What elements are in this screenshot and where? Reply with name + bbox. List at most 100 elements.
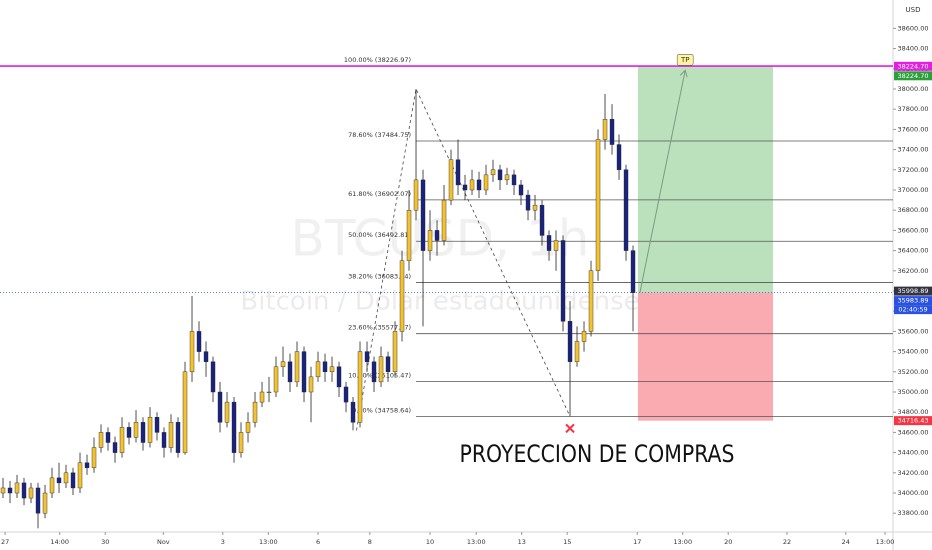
- y-tick-label: 35400.00: [897, 348, 928, 356]
- price-tag-label: 38224.70: [897, 62, 928, 70]
- candle-body: [273, 366, 279, 393]
- y-tick-label: 38600.00: [897, 24, 928, 32]
- x-tick-label: Nov: [157, 538, 170, 546]
- price-tag: [894, 296, 932, 306]
- x-tick-label: 10: [426, 538, 434, 546]
- annotation: PROYECCION DE COMPRAS: [460, 440, 735, 468]
- countdown: 02:40:59: [898, 306, 927, 314]
- candle-body: [210, 361, 216, 393]
- candle-body: [98, 432, 104, 448]
- candle-body: [280, 361, 286, 367]
- candle-body: [399, 260, 405, 332]
- y-tick-label: 37000.00: [897, 186, 928, 194]
- price-tag: [894, 71, 932, 81]
- x-tick-label: 13: [518, 538, 526, 546]
- y-tick-label: 34000.00: [897, 489, 928, 497]
- candle-body: [511, 174, 517, 186]
- candle-body: [294, 351, 300, 383]
- y-tick-label: 35200.00: [897, 368, 928, 376]
- tp-box: [676, 53, 694, 66]
- candle-body: [539, 204, 545, 236]
- candle-body: [126, 427, 132, 438]
- candle-body: [406, 209, 412, 261]
- candle-body: [14, 482, 20, 494]
- candle-body: [35, 487, 41, 514]
- candle-body: [105, 432, 111, 443]
- x-tick-label: 20: [724, 538, 732, 546]
- fib-label: 50.00% (36492.81): [348, 231, 411, 239]
- fib-label: 100.00% (38226.97): [344, 56, 411, 64]
- candle-body: [91, 447, 97, 468]
- y-tick-label: 36400.00: [897, 247, 928, 255]
- x-tick-label: 8: [368, 538, 372, 546]
- candle-body: [77, 462, 83, 489]
- candle-body: [560, 240, 566, 322]
- candle-body: [147, 417, 153, 443]
- x-tick-label: 13:00: [259, 538, 278, 546]
- x-tick-label: 24: [842, 538, 850, 546]
- candle-body: [119, 427, 125, 453]
- candle-body: [546, 235, 552, 251]
- x-tick-label: 6: [316, 538, 320, 546]
- tp-arrow: [639, 70, 686, 293]
- candle-body: [623, 169, 629, 251]
- profit-zone: [637, 66, 774, 293]
- candle-body: [49, 477, 55, 494]
- candle-body: [189, 331, 195, 373]
- x-tick-label: 30: [101, 538, 109, 546]
- y-tick-label: 34800.00: [897, 408, 928, 416]
- countdown-bg: [894, 305, 932, 315]
- candle-body: [182, 371, 188, 453]
- candle-body: [441, 199, 447, 241]
- currency-label: USD: [906, 6, 921, 14]
- candle-body: [469, 179, 475, 191]
- candle-body: [252, 401, 258, 423]
- candle-body: [616, 144, 622, 170]
- candle-body: [231, 401, 237, 453]
- candle-body: [63, 472, 69, 484]
- candle-body: [588, 270, 594, 332]
- candle-body: [581, 331, 587, 342]
- loss-zone: [637, 292, 774, 421]
- watermark-subtitle: Bitcoin / Dólar estadounidense: [240, 287, 639, 317]
- tp-arrow-head: [679, 69, 688, 78]
- y-tick-label: 37400.00: [897, 146, 928, 154]
- candle-body: [28, 487, 34, 499]
- x-tick-label: 13:00: [467, 538, 486, 546]
- candle-body: [287, 361, 293, 383]
- price-tag: [894, 286, 932, 296]
- candle-body: [448, 159, 454, 201]
- y-tick-label: 37800.00: [897, 105, 928, 113]
- candle-body: [196, 331, 202, 352]
- candle-body: [266, 391, 272, 394]
- y-tick-label: 34600.00: [897, 428, 928, 436]
- y-tick-label: 36800.00: [897, 206, 928, 214]
- candle-body: [42, 492, 48, 514]
- y-tick-label: 38400.00: [897, 45, 928, 53]
- candle-body: [434, 230, 440, 241]
- candle-body: [476, 179, 482, 191]
- candle-body: [238, 432, 244, 453]
- candle-body: [7, 487, 13, 494]
- x-tick-label: 14:00: [50, 538, 69, 546]
- x-tick-label: 17: [633, 538, 641, 546]
- candle-body: [56, 477, 62, 484]
- x-tick-label: 22: [783, 538, 791, 546]
- candle-body: [217, 391, 223, 423]
- candle-body: [574, 341, 580, 362]
- y-tick-label: 37200.00: [897, 166, 928, 174]
- candle-body: [245, 422, 251, 433]
- candle-body: [525, 194, 531, 211]
- y-tick-label: 38000.00: [897, 85, 928, 93]
- candle-body: [133, 422, 139, 438]
- candle-body: [70, 472, 76, 489]
- price-tag-label: 34716.43: [897, 417, 928, 425]
- x-tick-label: 3: [221, 538, 225, 546]
- candle-body: [420, 179, 426, 251]
- fib-label: 0.00% (34758.64): [352, 406, 411, 414]
- y-tick-label: 34200.00: [897, 469, 928, 477]
- y-tick-label: 35600.00: [897, 327, 928, 335]
- candle-body: [315, 361, 321, 378]
- candle-body: [175, 422, 181, 453]
